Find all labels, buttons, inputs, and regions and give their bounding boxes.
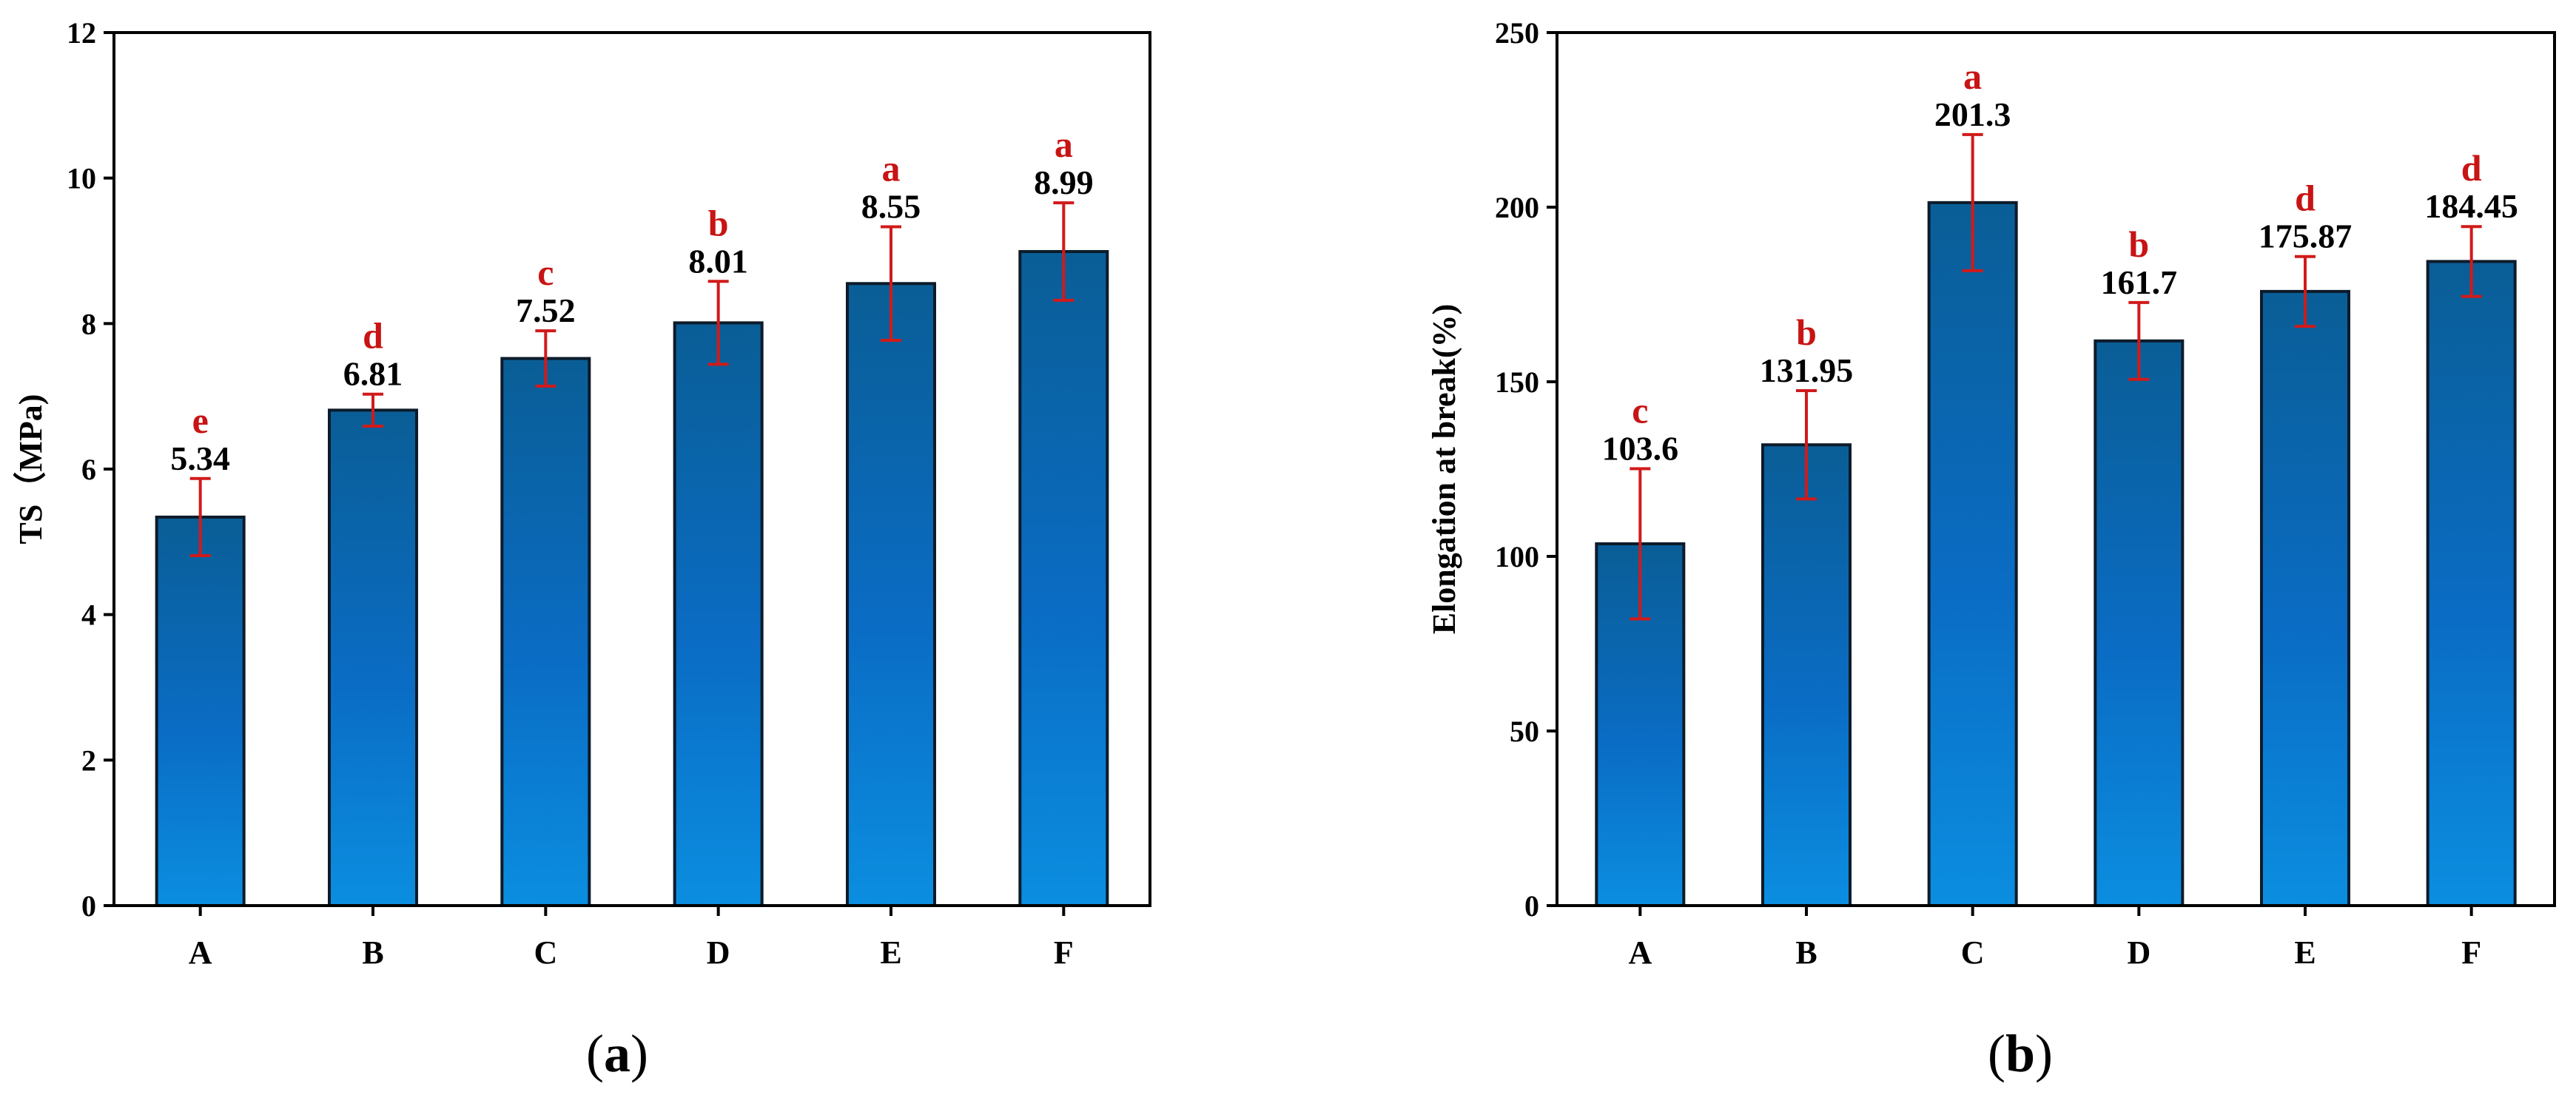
y-tick-label: 8 bbox=[81, 307, 96, 340]
x-axis-ticks: A B C D E F bbox=[189, 906, 1074, 971]
bar bbox=[846, 282, 936, 907]
chart-panel-a: 0 2 4 6 8 10 12 A B C D E F 5.34e 6.81d 7.52c 8.01b 8.5… bbox=[13, 16, 1151, 1083]
y-tick-label: 150 bbox=[1495, 365, 1539, 399]
x-tick-label: F bbox=[1054, 934, 1074, 971]
error-bars-group bbox=[1630, 132, 2482, 621]
x-tick-label: E bbox=[880, 934, 901, 971]
data-label: 131.95 bbox=[1760, 351, 1854, 389]
y-tick-label: 2 bbox=[81, 744, 96, 777]
panel-caption-close: ) bbox=[630, 1024, 648, 1083]
y-tick-label: 0 bbox=[81, 889, 96, 923]
y-axis-label: Elongation at break(%) bbox=[1426, 304, 1462, 635]
error-bars-group bbox=[189, 201, 1075, 558]
panel-caption: (b) bbox=[1988, 1024, 2053, 1083]
bar bbox=[1927, 201, 2018, 907]
y-tick-label: 50 bbox=[1510, 715, 1539, 748]
y-axis-label: TS（MPa) bbox=[13, 394, 49, 545]
x-tick-label: A bbox=[189, 934, 212, 971]
data-label: 7.52 bbox=[516, 292, 576, 329]
data-label: 161.7 bbox=[2101, 263, 2178, 301]
bar bbox=[1761, 443, 1852, 907]
significance-letter: d bbox=[363, 315, 383, 357]
x-tick-label: C bbox=[1961, 934, 1985, 971]
data-label: 184.45 bbox=[2424, 187, 2518, 225]
panel-caption-letter: a bbox=[604, 1024, 630, 1083]
data-label: 8.99 bbox=[1034, 164, 1094, 201]
plot-frame bbox=[1556, 31, 2556, 907]
bars-group bbox=[1595, 201, 2517, 907]
significance-letter: c bbox=[1632, 390, 1648, 431]
data-label: 175.87 bbox=[2259, 218, 2353, 255]
panel-caption-open: ( bbox=[1988, 1024, 2005, 1083]
y-axis-ticks: 0 50 100 150 200 250 bbox=[1495, 16, 1557, 923]
significance-letter: d bbox=[2295, 178, 2316, 219]
x-tick-label: B bbox=[1795, 934, 1817, 971]
panel-caption-close: ) bbox=[2035, 1024, 2053, 1083]
x-tick-label: E bbox=[2294, 934, 2316, 971]
y-tick-label: 6 bbox=[81, 453, 96, 486]
significance-letter: c bbox=[537, 252, 554, 293]
data-label: 8.55 bbox=[861, 188, 921, 226]
data-label: 201.3 bbox=[1934, 95, 2011, 133]
significance-letter: a bbox=[882, 148, 901, 189]
bar bbox=[1018, 249, 1109, 907]
bar bbox=[500, 357, 591, 907]
panel-caption-letter: b bbox=[2005, 1024, 2035, 1083]
y-tick-label: 100 bbox=[1495, 540, 1539, 573]
panel-caption-open: ( bbox=[586, 1024, 604, 1083]
data-label: 8.01 bbox=[688, 242, 748, 280]
y-tick-label: 0 bbox=[1524, 889, 1539, 923]
y-tick-label: 250 bbox=[1495, 16, 1539, 50]
bar bbox=[2426, 260, 2517, 907]
x-tick-label: C bbox=[534, 934, 557, 971]
y-tick-label: 10 bbox=[67, 162, 96, 195]
x-axis-ticks: A B C D E F bbox=[1628, 906, 2481, 971]
bar bbox=[2094, 339, 2185, 907]
significance-letter: d bbox=[2461, 147, 2482, 189]
y-tick-label: 200 bbox=[1495, 191, 1539, 224]
bar bbox=[328, 408, 418, 907]
x-tick-label: D bbox=[2127, 934, 2150, 971]
bar bbox=[155, 515, 246, 907]
bar bbox=[673, 321, 764, 908]
data-label: 6.81 bbox=[343, 355, 403, 393]
significance-letter: a bbox=[1055, 124, 1073, 165]
x-tick-label: B bbox=[362, 934, 383, 971]
x-tick-label: D bbox=[707, 934, 730, 971]
data-label: 5.34 bbox=[170, 439, 230, 477]
bars-group bbox=[155, 249, 1109, 908]
x-tick-label: F bbox=[2461, 934, 2481, 971]
data-label: 103.6 bbox=[1602, 430, 1679, 468]
plot-frame bbox=[112, 31, 1151, 907]
significance-letter: b bbox=[708, 202, 729, 243]
bar bbox=[2260, 289, 2350, 907]
significance-letter: e bbox=[192, 400, 209, 441]
x-tick-label: A bbox=[1628, 934, 1652, 971]
significance-letter: a bbox=[1963, 55, 1982, 97]
y-tick-label: 12 bbox=[67, 16, 96, 50]
panel-caption: (a) bbox=[586, 1024, 648, 1083]
y-tick-label: 4 bbox=[81, 599, 96, 632]
significance-letter: b bbox=[2128, 223, 2149, 265]
y-axis-ticks: 0 2 4 6 8 10 12 bbox=[67, 16, 114, 923]
significance-letter: b bbox=[1796, 311, 1817, 353]
